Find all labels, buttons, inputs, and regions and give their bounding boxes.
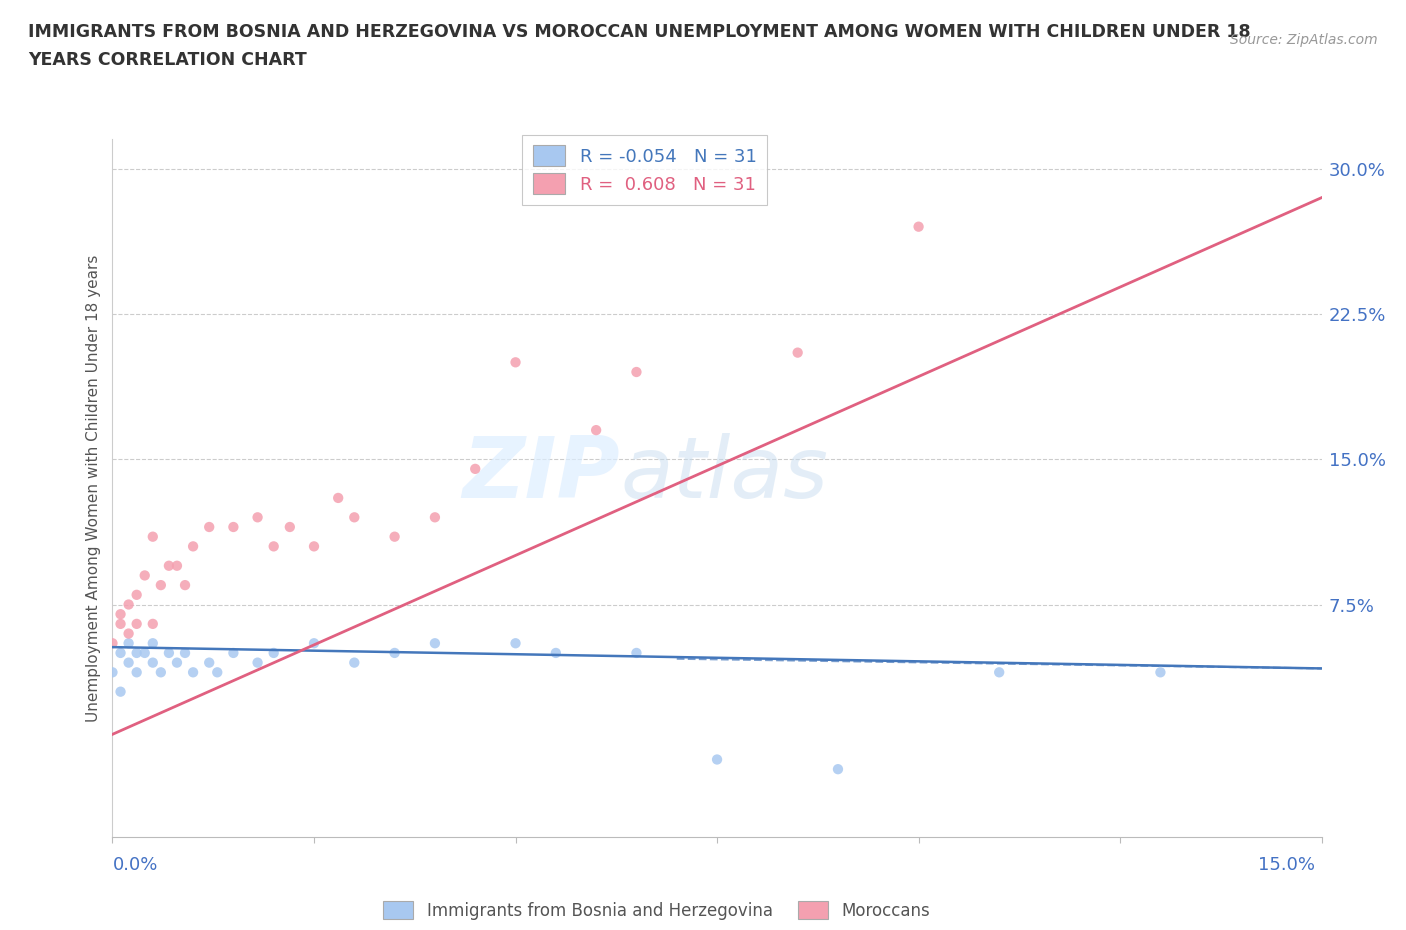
Point [110, 606, 132, 621]
Point [101, 636, 124, 651]
Point [544, 645, 567, 660]
Point [149, 578, 172, 592]
Point [181, 539, 204, 554]
Point [142, 636, 165, 651]
Point [166, 558, 188, 573]
Point [101, 665, 124, 680]
Point [464, 461, 486, 476]
Point [827, 762, 849, 777]
Point [302, 636, 325, 651]
Point [302, 539, 325, 554]
Point [423, 510, 446, 525]
Point [142, 529, 165, 544]
Point [198, 520, 221, 535]
Point [125, 665, 148, 680]
Text: ZIP: ZIP [463, 432, 620, 516]
Point [198, 656, 221, 671]
Point [505, 636, 527, 651]
Point [706, 752, 728, 767]
Point [110, 645, 132, 660]
Text: Source: ZipAtlas.com: Source: ZipAtlas.com [1230, 33, 1378, 46]
Point [134, 568, 156, 583]
Point [181, 665, 204, 680]
Point [117, 626, 139, 641]
Point [125, 588, 148, 603]
Point [222, 645, 245, 660]
Point [907, 219, 929, 234]
Point [246, 510, 269, 525]
Y-axis label: Unemployment Among Women with Children Under 18 years: Unemployment Among Women with Children U… [86, 255, 101, 722]
Point [117, 636, 139, 651]
Point [125, 617, 148, 631]
Point [117, 656, 139, 671]
Point [174, 645, 197, 660]
Text: YEARS CORRELATION CHART: YEARS CORRELATION CHART [28, 51, 307, 69]
Point [142, 656, 165, 671]
Point [343, 510, 366, 525]
Point [149, 665, 172, 680]
Point [343, 656, 366, 671]
Text: IMMIGRANTS FROM BOSNIA AND HERZEGOVINA VS MOROCCAN UNEMPLOYMENT AMONG WOMEN WITH: IMMIGRANTS FROM BOSNIA AND HERZEGOVINA V… [28, 23, 1251, 41]
Point [174, 578, 197, 592]
Legend: Immigrants from Bosnia and Herzegovina, Moroccans: Immigrants from Bosnia and Herzegovina, … [377, 895, 936, 926]
Point [110, 684, 132, 699]
Point [222, 520, 245, 535]
Point [505, 355, 527, 370]
Point [142, 617, 165, 631]
Point [328, 490, 350, 505]
Point [278, 520, 301, 535]
Point [626, 365, 648, 379]
Text: 15.0%: 15.0% [1257, 856, 1315, 873]
Point [786, 345, 808, 360]
Point [423, 636, 446, 651]
Point [1149, 665, 1171, 680]
Point [110, 617, 132, 631]
Point [117, 597, 139, 612]
Point [157, 645, 180, 660]
Point [626, 645, 648, 660]
Point [207, 665, 229, 680]
Point [263, 645, 285, 660]
Text: atlas: atlas [620, 432, 828, 516]
Point [134, 645, 156, 660]
Point [263, 539, 285, 554]
Point [384, 529, 406, 544]
Point [125, 645, 148, 660]
Point [988, 665, 1011, 680]
Point [166, 656, 188, 671]
Point [157, 558, 180, 573]
Point [246, 656, 269, 671]
Text: 0.0%: 0.0% [112, 856, 157, 873]
Point [585, 422, 607, 438]
Point [384, 645, 406, 660]
